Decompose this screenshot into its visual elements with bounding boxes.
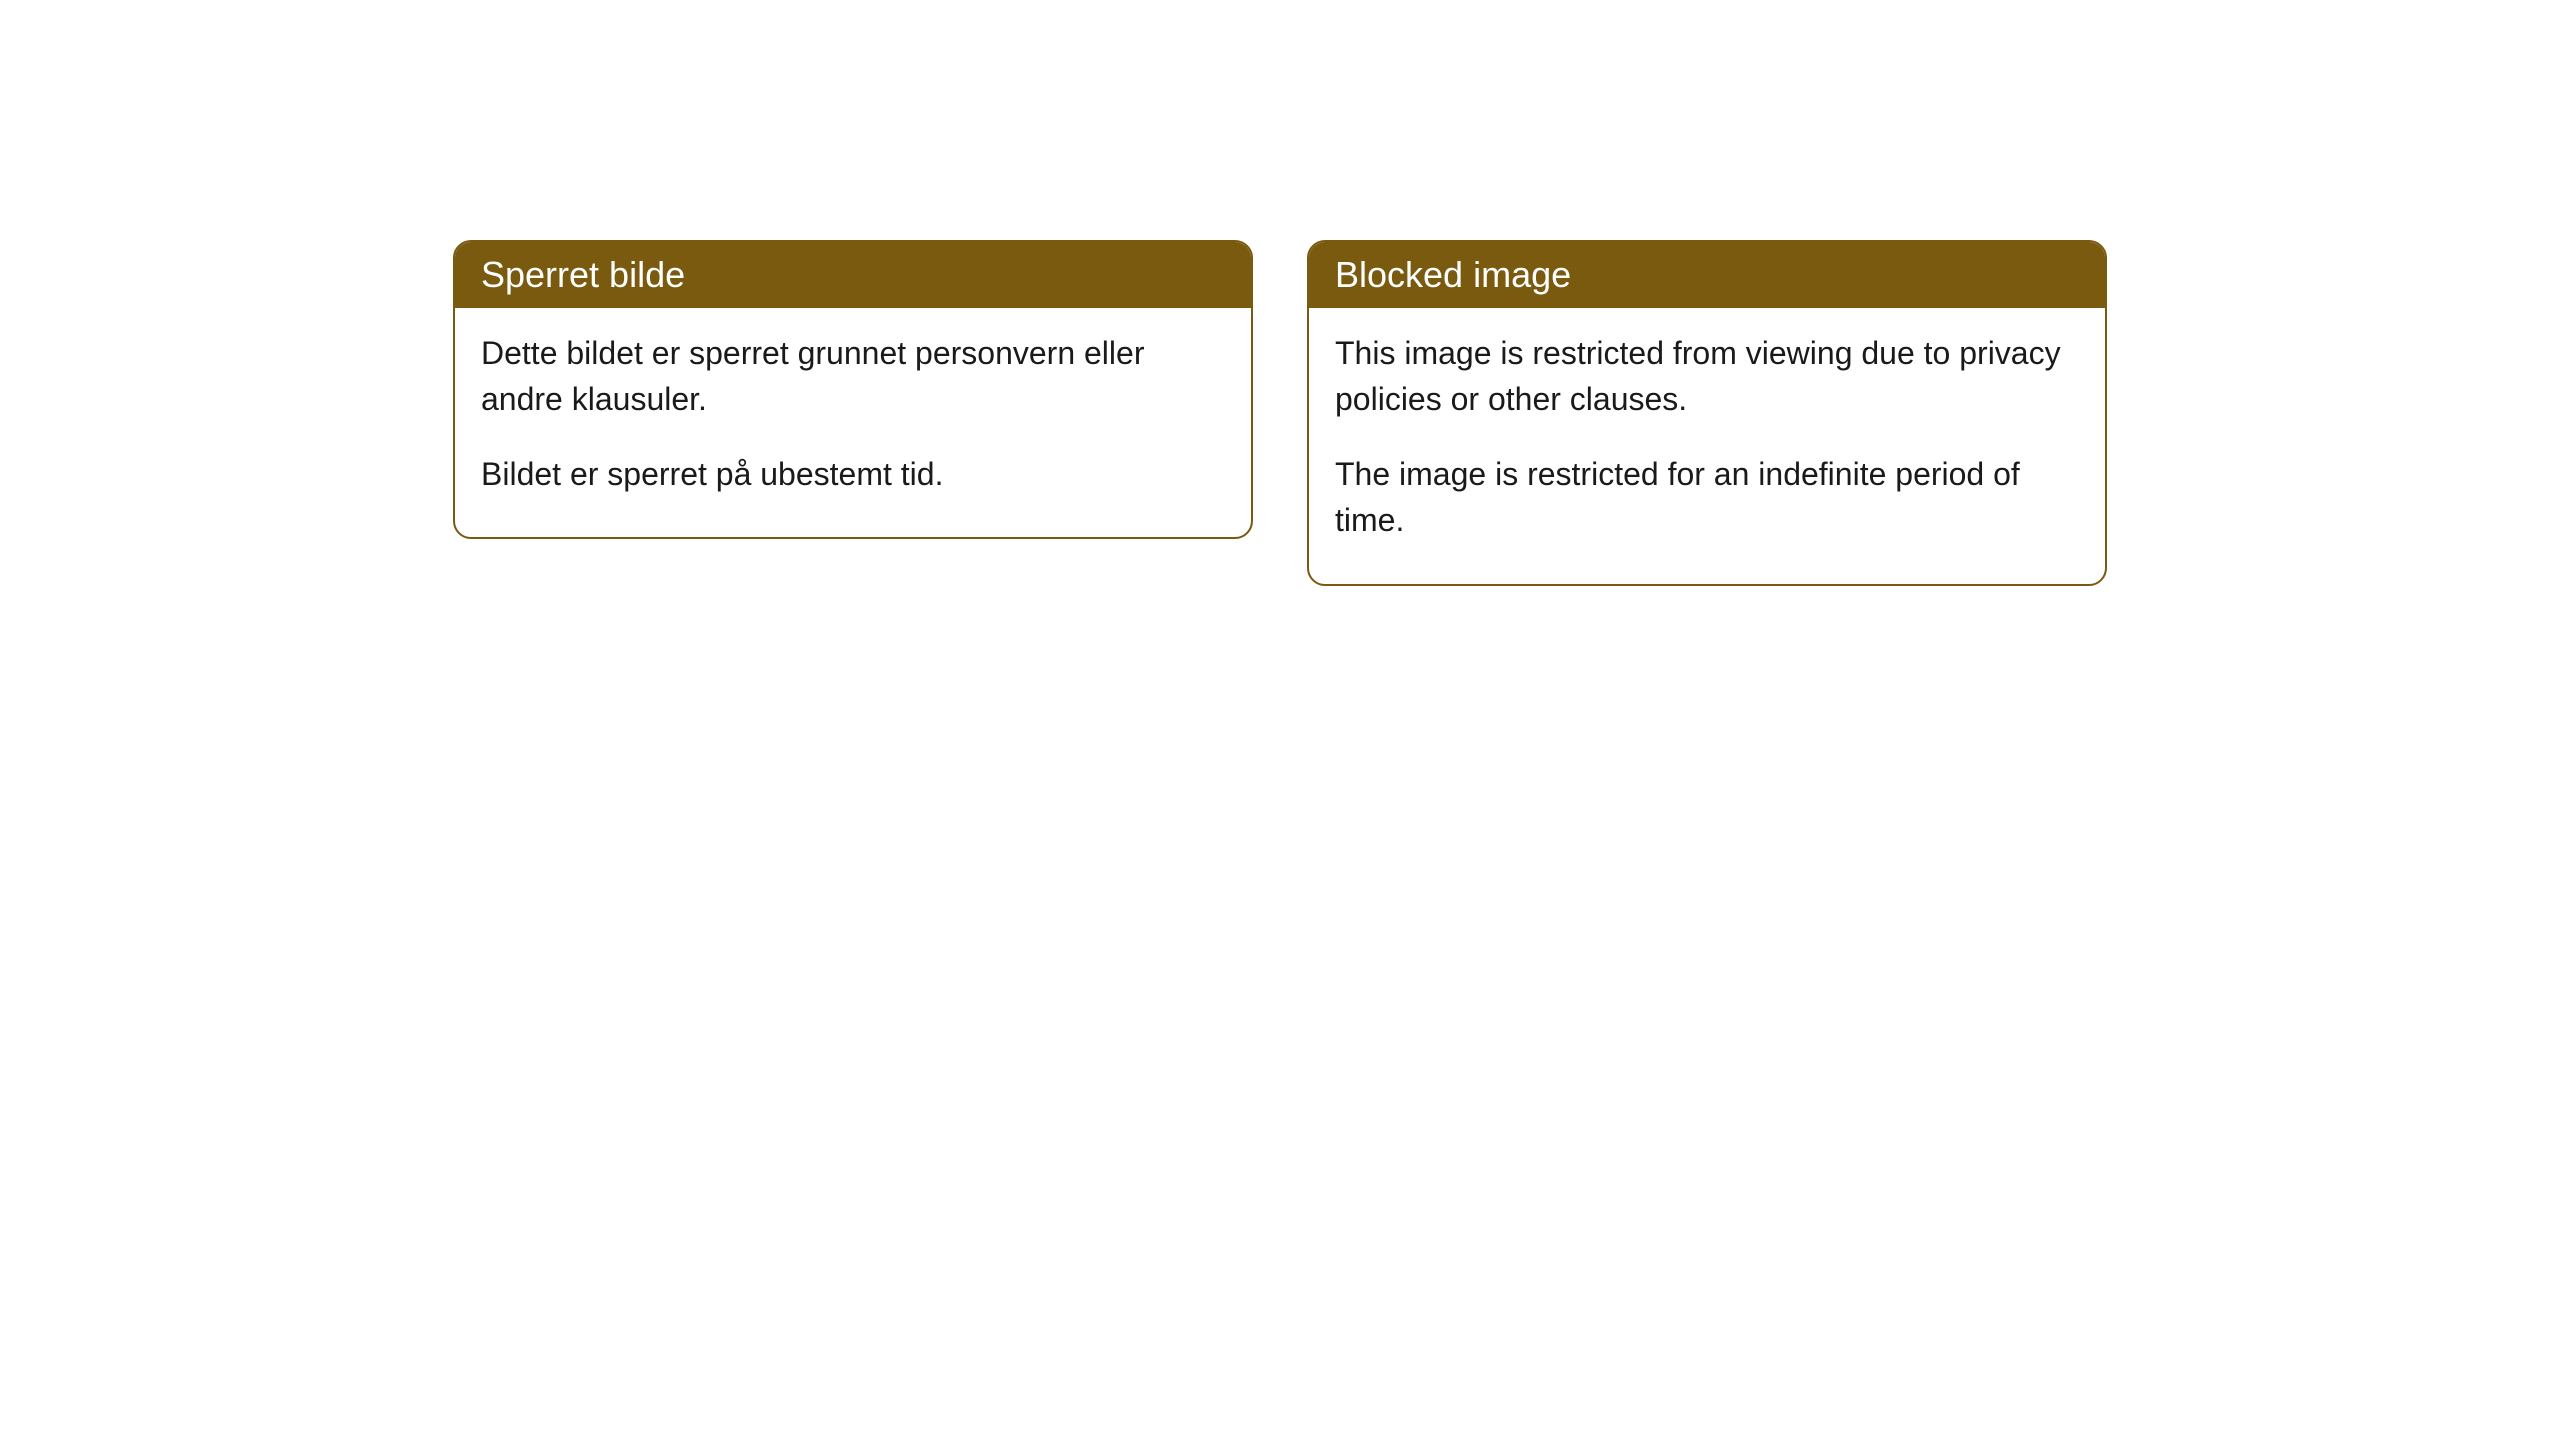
card-body: This image is restricted from viewing du… [1309,308,2105,584]
card-title: Blocked image [1335,254,1571,295]
card-paragraph: This image is restricted from viewing du… [1335,330,2079,423]
notice-card-english: Blocked image This image is restricted f… [1307,240,2107,586]
card-header: Blocked image [1309,242,2105,308]
card-header: Sperret bilde [455,242,1251,308]
card-paragraph: Bildet er sperret på ubestemt tid. [481,451,1225,497]
card-title: Sperret bilde [481,254,685,295]
card-body: Dette bildet er sperret grunnet personve… [455,308,1251,537]
card-paragraph: The image is restricted for an indefinit… [1335,451,2079,544]
card-paragraph: Dette bildet er sperret grunnet personve… [481,330,1225,423]
notice-card-norwegian: Sperret bilde Dette bildet er sperret gr… [453,240,1253,539]
